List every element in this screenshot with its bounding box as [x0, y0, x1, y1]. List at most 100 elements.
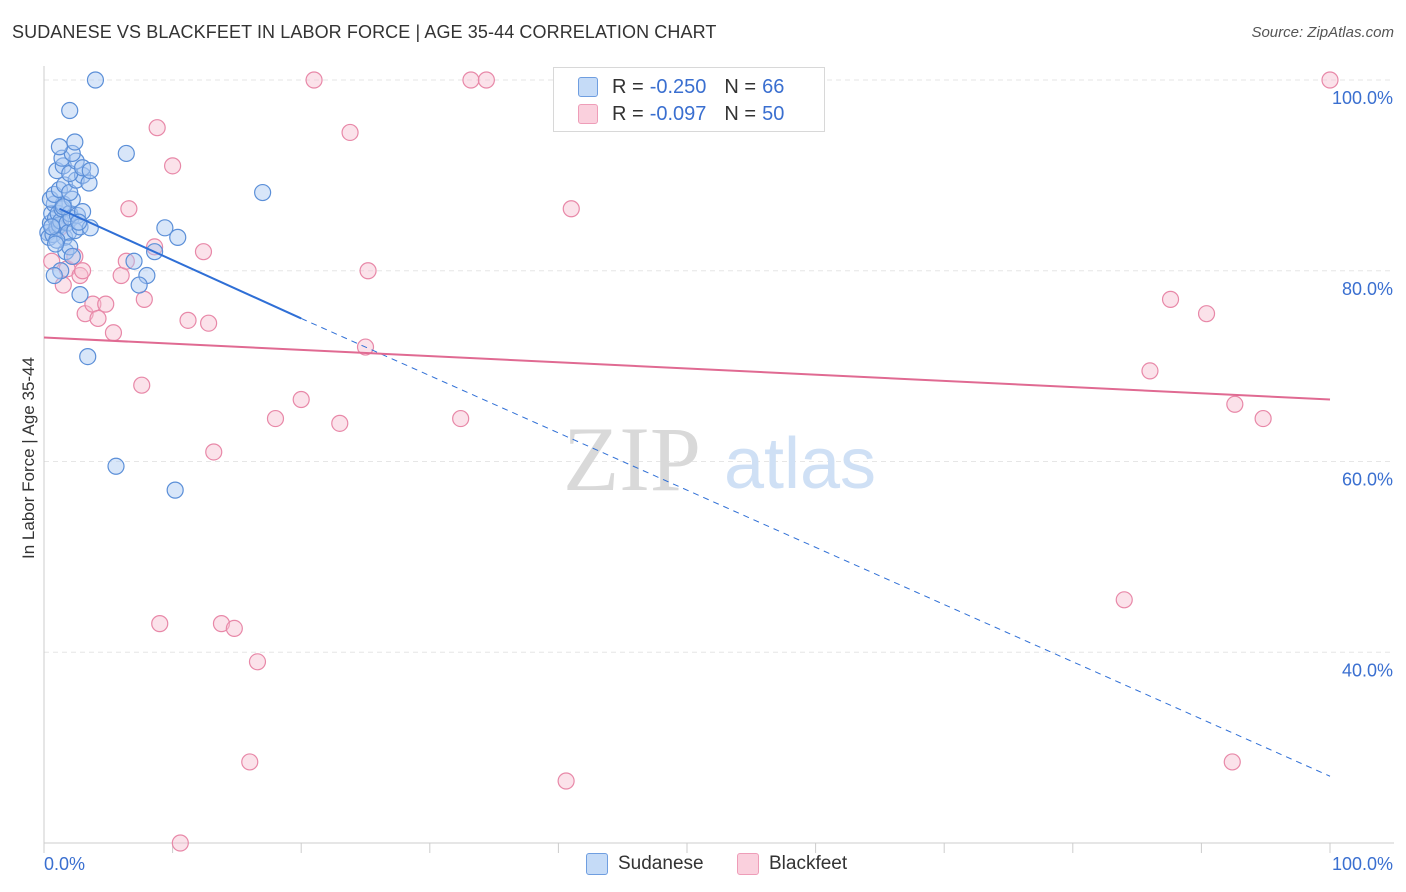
correlation-legend: R = -0.250 N = 66 R = -0.097 N = 50 — [553, 67, 825, 132]
legend-n-label: N = — [724, 75, 757, 98]
blackfeet-point — [73, 262, 92, 280]
watermark-zip: ZIP — [563, 408, 701, 510]
blackfeet-point — [241, 753, 259, 771]
blackfeet-point — [292, 390, 310, 409]
blackfeet-point — [148, 119, 166, 137]
blackfeet-point — [248, 653, 267, 671]
blackfeet-point — [477, 71, 495, 89]
sudanese-point — [61, 101, 79, 120]
legend-row-sudanese: R = -0.250 N = 66 — [578, 74, 784, 100]
blackfeet-point — [305, 71, 323, 89]
blackfeet-point — [194, 243, 213, 261]
bottom-legend-swatch-blackfeet — [737, 853, 759, 875]
y-tick-label: 60.0% — [1342, 470, 1393, 490]
blackfeet-point — [562, 200, 580, 218]
sudanese-point — [80, 174, 98, 192]
sudanese-point — [130, 276, 148, 294]
sudanese-point — [66, 133, 84, 151]
blackfeet-point — [452, 409, 470, 428]
y-tick-label: 80.0% — [1342, 279, 1393, 299]
blackfeet-point — [205, 443, 223, 461]
blackfeet-point — [1226, 395, 1244, 413]
blackfeet-point — [266, 409, 285, 428]
sudanese-point — [117, 144, 135, 163]
sudanese-point — [86, 71, 105, 89]
watermark-atlas: atlas — [724, 424, 876, 504]
x-tick-label: 0.0% — [44, 854, 85, 874]
legend-r-label: R = — [612, 102, 644, 125]
blackfeet-point — [1254, 409, 1272, 428]
bottom-legend-blackfeet: Blackfeet — [737, 852, 847, 876]
legend-n-value: 66 — [762, 75, 785, 98]
bottom-legend-label-blackfeet: Blackfeet — [769, 853, 848, 874]
sudanese-point — [81, 162, 99, 180]
blackfeet-point — [1197, 305, 1216, 323]
blackfeet-point — [462, 71, 480, 89]
y-tick-label: 40.0% — [1342, 660, 1393, 680]
blackfeet-point — [104, 324, 123, 342]
y-axis-label: In Labor Force | Age 35-44 — [19, 357, 38, 559]
sudanese-trendline — [59, 207, 302, 320]
legend-n-label: N = — [724, 102, 757, 125]
sudanese-point — [63, 247, 81, 266]
sudanese-point — [125, 252, 143, 270]
grid-layer — [44, 79, 1394, 653]
sudanese-point — [156, 219, 174, 237]
legend-r-label: R = — [612, 75, 644, 98]
legend-r-value: -0.097 — [649, 102, 707, 125]
legend-n-value: 50 — [762, 102, 785, 125]
sudanese-point — [50, 181, 69, 199]
blackfeet-point — [1161, 290, 1180, 308]
blackfeet-point — [112, 266, 130, 285]
source-label: Source: ZipAtlas.com — [1251, 24, 1394, 41]
sudanese-point — [71, 285, 89, 304]
blackfeet-point — [89, 309, 107, 328]
blackfeet-point — [120, 200, 138, 218]
blackfeet-point — [133, 376, 151, 394]
trend-layer — [43, 207, 1331, 777]
sudanese-point — [79, 347, 97, 366]
legend-r-value: -0.250 — [649, 75, 707, 98]
blackfeet-point — [71, 266, 89, 285]
sudanese-point — [43, 218, 61, 236]
points-layer — [39, 71, 1339, 852]
blackfeet-point — [341, 123, 359, 142]
bottom-legend-label-sudanese: Sudanese — [618, 853, 704, 874]
blackfeet-point — [1223, 753, 1241, 771]
blackfeet-point — [97, 295, 115, 313]
blackfeet-point — [212, 615, 231, 633]
blackfeet-point — [151, 615, 169, 633]
blackfeet-point — [557, 772, 575, 790]
sudanese-point — [169, 228, 187, 246]
sudanese-point — [50, 138, 69, 156]
blackfeet-point — [331, 414, 349, 432]
y-tick-label: 100.0% — [1332, 88, 1393, 108]
sudanese-point — [254, 183, 272, 202]
sudanese-point — [45, 266, 63, 285]
blackfeet-point — [179, 311, 197, 329]
blackfeet-point — [225, 619, 243, 638]
x-tick-label: 100.0% — [1332, 854, 1393, 874]
sudanese-point — [46, 235, 65, 253]
legend-swatch-blackfeet — [578, 104, 598, 124]
sudanese-point — [107, 457, 125, 475]
blackfeet-point — [1115, 591, 1133, 609]
sudanese-point — [166, 481, 184, 499]
blackfeet-trendline — [43, 336, 1331, 401]
bottom-legend-sudanese: Sudanese — [586, 852, 704, 876]
label-layer: 40.0% 60.0% 80.0% 100.0% 0.0% 100.0% — [44, 88, 1393, 874]
bottom-legend-swatch-sudanese — [586, 853, 608, 875]
sudanese-trendline-extension — [300, 317, 1331, 777]
legend-swatch-sudanese — [578, 77, 598, 97]
blackfeet-point — [359, 262, 377, 280]
blackfeet-point — [164, 157, 182, 175]
watermark: ZIP atlas — [563, 408, 876, 510]
legend-row-blackfeet: R = -0.097 N = 50 — [578, 101, 784, 127]
chart-title: SUDANESE VS BLACKFEET IN LABOR FORCE | A… — [12, 22, 717, 42]
axis-layer — [43, 66, 1394, 853]
sudanese-point — [54, 198, 72, 216]
blackfeet-point — [135, 290, 153, 308]
blackfeet-point — [1141, 362, 1159, 380]
blackfeet-point — [171, 834, 189, 852]
